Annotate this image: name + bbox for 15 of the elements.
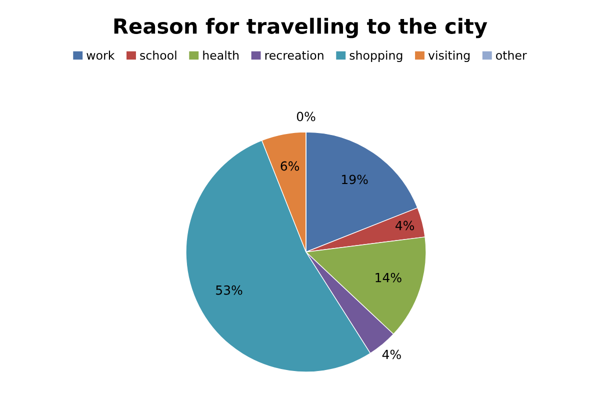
text: 0% [296,112,316,122]
chart-title: Reason for travelling to the city [114,18,488,38]
data-label: 4% [395,220,414,230]
legend-label: work [86,50,115,60]
legend-label: recreation [265,50,324,60]
legend-label: other [496,50,527,60]
legend-label: health [203,50,239,60]
data-label: 4% [382,350,401,360]
legend-label: shopping [350,50,402,62]
data-label: 53% [216,285,242,295]
legend-label: visiting [428,50,470,62]
data-label: 19% [342,174,368,184]
legend-label: school [140,50,176,60]
data-label: 14% [376,272,402,282]
data-label: 6% [280,161,300,171]
